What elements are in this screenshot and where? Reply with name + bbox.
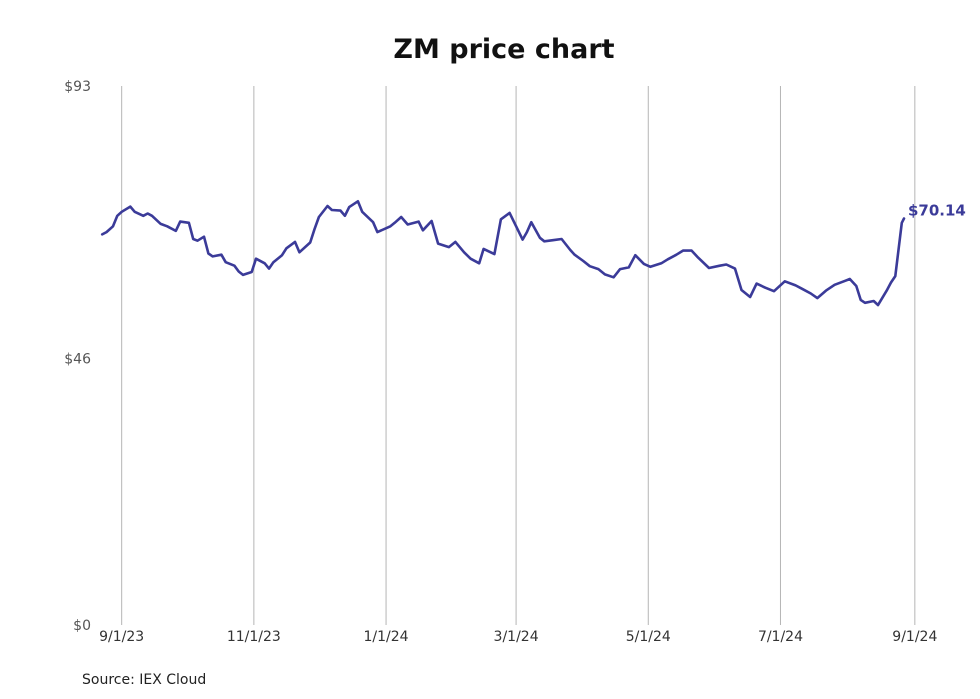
price-line — [100, 200, 906, 307]
source-note: Source: IEX Cloud — [82, 672, 206, 688]
y-tick-label: $93 — [64, 79, 91, 95]
y-axis-ticks: $0 $46 $93 — [64, 79, 91, 634]
x-tick-label: 9/1/24 — [892, 629, 937, 645]
chart-title: ZM price chart — [393, 34, 614, 65]
y-tick-label: $46 — [64, 351, 91, 367]
x-tick-label: 11/1/23 — [227, 629, 281, 645]
x-tick-label: 9/1/23 — [99, 629, 144, 645]
x-tick-label: 1/1/24 — [364, 629, 409, 645]
y-tick-label: $0 — [73, 618, 91, 634]
last-price-label: $70.14 — [908, 201, 966, 219]
x-tick-label: 5/1/24 — [626, 629, 671, 645]
x-axis-ticks: 9/1/23 11/1/23 1/1/24 3/1/24 5/1/24 7/1/24 9/1… — [99, 629, 937, 645]
grid-lines — [121, 86, 916, 625]
x-tick-label: 7/1/24 — [758, 629, 803, 645]
x-tick-label: 3/1/24 — [494, 629, 539, 645]
